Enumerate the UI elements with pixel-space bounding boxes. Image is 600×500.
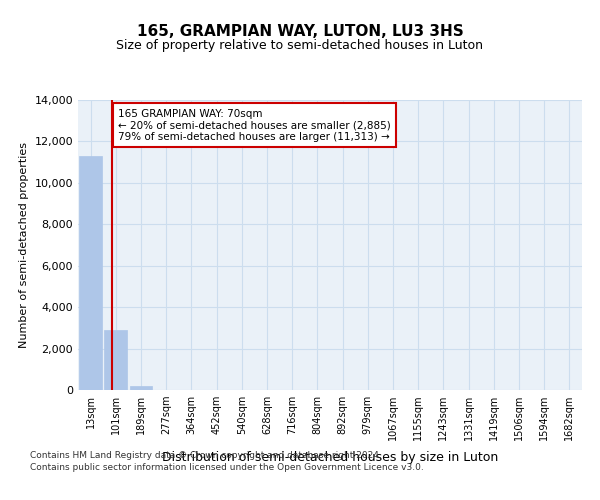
Y-axis label: Number of semi-detached properties: Number of semi-detached properties (19, 142, 29, 348)
Text: 165 GRAMPIAN WAY: 70sqm
← 20% of semi-detached houses are smaller (2,885)
79% of: 165 GRAMPIAN WAY: 70sqm ← 20% of semi-de… (118, 108, 391, 142)
X-axis label: Distribution of semi-detached houses by size in Luton: Distribution of semi-detached houses by … (162, 452, 498, 464)
Text: 165, GRAMPIAN WAY, LUTON, LU3 3HS: 165, GRAMPIAN WAY, LUTON, LU3 3HS (137, 24, 463, 38)
Bar (130, 386, 152, 390)
Bar (79, 156, 102, 390)
Bar (104, 330, 127, 390)
Text: Contains HM Land Registry data © Crown copyright and database right 2024.: Contains HM Land Registry data © Crown c… (30, 450, 382, 460)
Text: Size of property relative to semi-detached houses in Luton: Size of property relative to semi-detach… (116, 38, 484, 52)
Text: Contains public sector information licensed under the Open Government Licence v3: Contains public sector information licen… (30, 463, 424, 472)
